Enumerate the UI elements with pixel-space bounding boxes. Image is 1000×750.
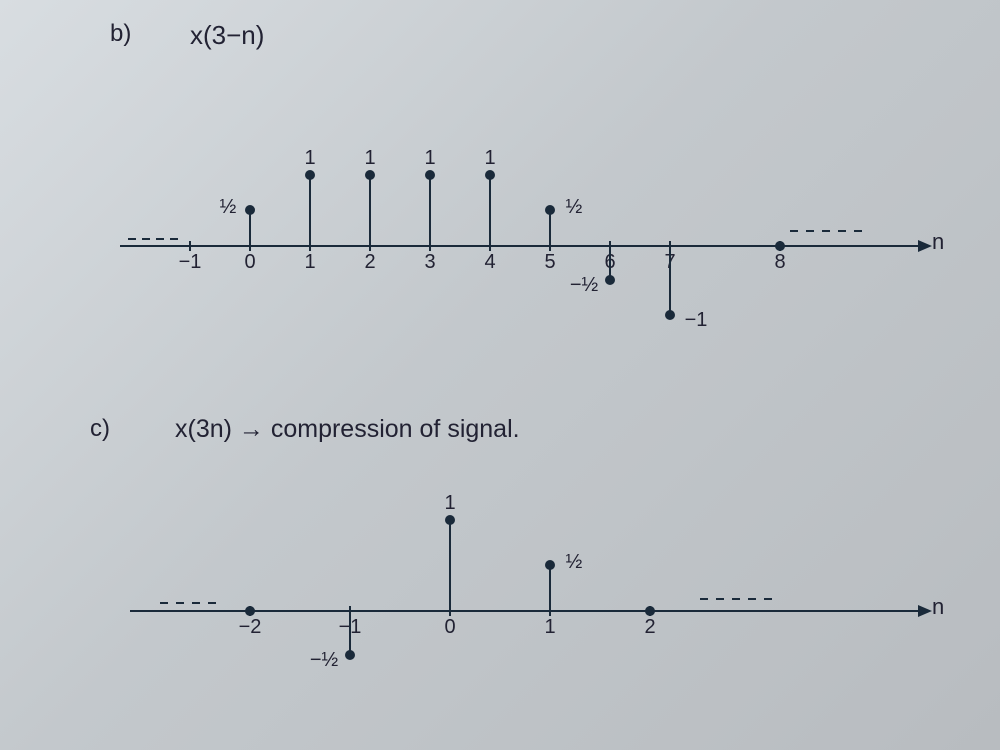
ellipsis-dash bbox=[732, 598, 740, 600]
stem-dot bbox=[775, 241, 785, 251]
stem-dot bbox=[605, 275, 615, 285]
ellipsis-dash bbox=[748, 598, 756, 600]
stem-value-label: 1 bbox=[424, 147, 435, 170]
stem-dot bbox=[485, 170, 495, 180]
ellipsis-dash bbox=[128, 238, 136, 240]
stem-value-label: ½ bbox=[566, 196, 583, 219]
stem-value-label: ½ bbox=[566, 551, 583, 574]
stem-value-label: 1 bbox=[444, 492, 455, 515]
tick-label: 1 bbox=[544, 616, 555, 639]
ellipsis-dash bbox=[806, 230, 814, 232]
tick-label: 0 bbox=[444, 616, 455, 639]
ellipsis-dash bbox=[208, 602, 216, 604]
tick-label: 8 bbox=[774, 251, 785, 274]
ellipsis-dash bbox=[160, 602, 168, 604]
stem-value-label: 1 bbox=[484, 147, 495, 170]
ellipsis-dash bbox=[854, 230, 862, 232]
stem-value-label: −½ bbox=[310, 649, 338, 672]
ellipsis-dash bbox=[176, 602, 184, 604]
tick-label: 3 bbox=[424, 251, 435, 274]
tick-label: 0 bbox=[244, 251, 255, 274]
ellipsis-dash bbox=[142, 238, 150, 240]
stem-dot bbox=[305, 170, 315, 180]
tick-label: 2 bbox=[644, 616, 655, 639]
axis-line bbox=[120, 245, 920, 247]
axis-arrow-icon bbox=[918, 605, 932, 617]
tick-label: 1 bbox=[304, 251, 315, 274]
item-c-letter: c) bbox=[90, 415, 110, 443]
stem-line bbox=[549, 210, 551, 245]
item-c-title: x(3n) → compression of signal. bbox=[175, 415, 520, 444]
ellipsis-dash bbox=[192, 602, 200, 604]
ellipsis-dash bbox=[170, 238, 178, 240]
ellipsis-dash bbox=[790, 230, 798, 232]
axis-tick bbox=[189, 241, 191, 251]
ellipsis-dash bbox=[822, 230, 830, 232]
stem-value-label: 1 bbox=[304, 147, 315, 170]
stem-line bbox=[369, 175, 371, 245]
stem-dot bbox=[425, 170, 435, 180]
stem-line bbox=[669, 247, 671, 317]
ellipsis-dash bbox=[716, 598, 724, 600]
item-b-letter: b) bbox=[110, 20, 131, 48]
stem-value-label: 1 bbox=[364, 147, 375, 170]
stem-dot bbox=[245, 606, 255, 616]
stem-line bbox=[489, 175, 491, 245]
axis-label: n bbox=[932, 594, 944, 620]
ellipsis-dash bbox=[700, 598, 708, 600]
item-b-title: x(3−n) bbox=[190, 20, 264, 51]
tick-label: 5 bbox=[544, 251, 555, 274]
stem-dot bbox=[665, 310, 675, 320]
stem-value-label: −½ bbox=[570, 274, 598, 297]
stem-dot bbox=[365, 170, 375, 180]
stem-dot bbox=[245, 205, 255, 215]
tick-label: −1 bbox=[179, 251, 202, 274]
stem-line bbox=[449, 520, 451, 610]
stem-value-label: ½ bbox=[220, 196, 237, 219]
stem-dot bbox=[445, 515, 455, 525]
tick-label: −2 bbox=[239, 616, 262, 639]
stem-line bbox=[549, 565, 551, 610]
stem-dot bbox=[645, 606, 655, 616]
stem-line bbox=[429, 175, 431, 245]
axis-label: n bbox=[932, 229, 944, 255]
tick-label: 2 bbox=[364, 251, 375, 274]
ellipsis-dash bbox=[156, 238, 164, 240]
tick-label: 4 bbox=[484, 251, 495, 274]
stem-dot bbox=[545, 560, 555, 570]
axis-arrow-icon bbox=[918, 240, 932, 252]
stem-value-label: −1 bbox=[685, 309, 708, 332]
handwritten-page: { "figure_b": { "item_letter": "b)", "ti… bbox=[0, 0, 1000, 750]
ellipsis-dash bbox=[838, 230, 846, 232]
ellipsis-dash bbox=[764, 598, 772, 600]
stem-line bbox=[309, 175, 311, 245]
stem-dot bbox=[345, 650, 355, 660]
stem-line bbox=[249, 210, 251, 245]
stem-dot bbox=[545, 205, 555, 215]
